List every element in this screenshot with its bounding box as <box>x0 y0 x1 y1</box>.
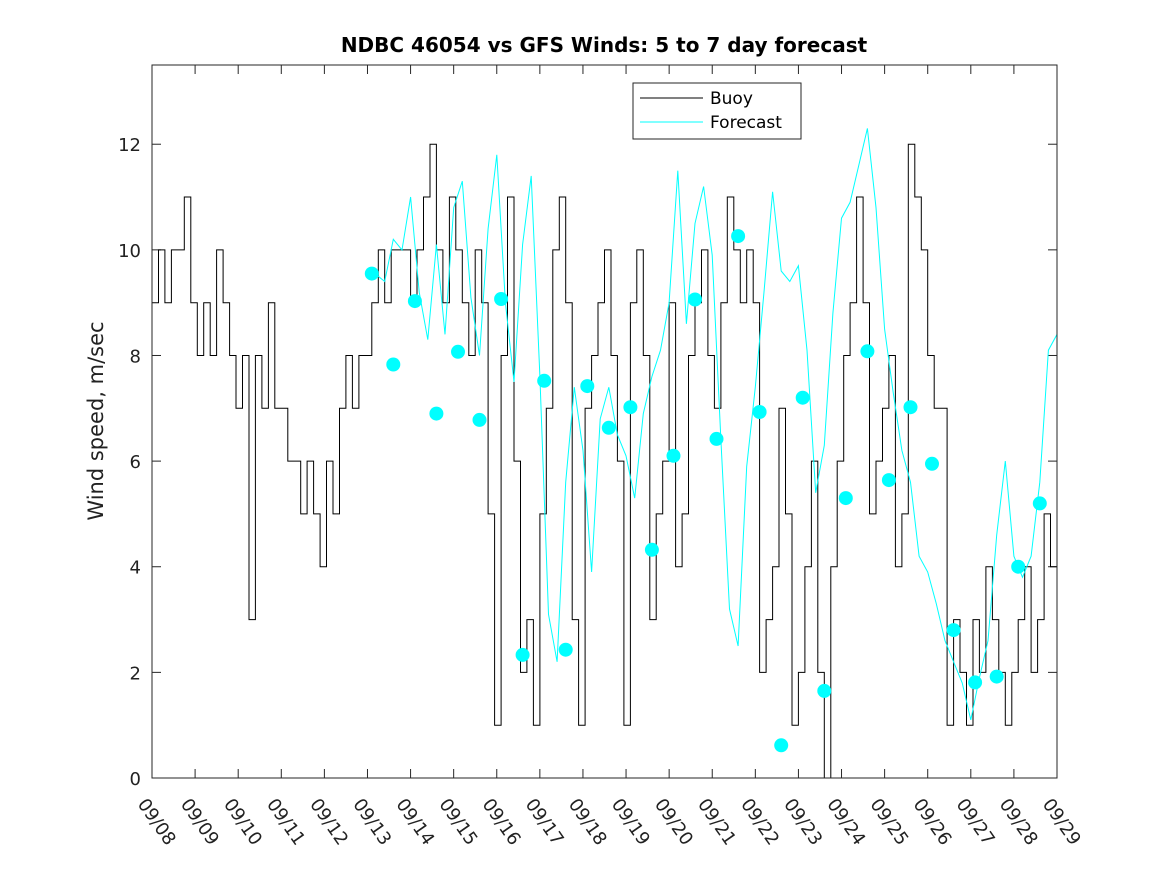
legend: Buoy Forecast <box>632 82 802 140</box>
forecast-point <box>644 542 659 557</box>
y-axis-label: Wind speed, m/sec <box>84 321 108 520</box>
series-buoy-line <box>152 143 1057 778</box>
forecast-point <box>989 669 1004 684</box>
forecast-point <box>709 431 724 446</box>
y-tick-label: 10 <box>118 241 141 262</box>
forecast-point <box>968 675 983 690</box>
y-tick-label: 12 <box>118 135 141 156</box>
forecast-point <box>537 373 552 388</box>
forecast-point <box>451 344 465 359</box>
forecast-point <box>515 647 530 662</box>
axes-box <box>151 64 1058 779</box>
y-tick-label: 0 <box>130 769 141 790</box>
forecast-point <box>601 420 616 435</box>
chart-title: NDBC 46054 vs GFS Winds: 5 to 7 day fore… <box>341 33 868 57</box>
forecast-point <box>1011 559 1026 574</box>
forecast-point <box>752 405 767 419</box>
forecast-point <box>925 456 939 471</box>
forecast-point <box>623 400 638 415</box>
forecast-point <box>407 294 422 309</box>
forecast-point <box>1032 496 1047 511</box>
forecast-point <box>386 357 401 372</box>
forecast-point <box>817 683 832 698</box>
forecast-point <box>881 473 896 488</box>
forecast-point <box>774 738 789 753</box>
y-tick-label: 4 <box>130 558 141 579</box>
forecast-point <box>946 623 961 638</box>
y-tick-label: 8 <box>130 346 141 367</box>
legend-forecast-label: Forecast <box>710 113 782 133</box>
forecast-point <box>364 266 379 281</box>
forecast-point <box>429 406 444 421</box>
y-tick-label: 2 <box>130 663 141 684</box>
forecast-point <box>580 379 595 394</box>
forecast-point <box>472 412 487 427</box>
forecast-point <box>494 292 509 306</box>
forecast-point <box>688 292 702 307</box>
legend-box <box>632 82 802 140</box>
forecast-point <box>731 229 746 244</box>
legend-buoy-label: Buoy <box>710 89 753 109</box>
forecast-point <box>558 642 573 657</box>
y-tick-label: 6 <box>130 452 141 473</box>
forecast-point <box>860 344 875 359</box>
forecast-point <box>795 390 810 405</box>
forecast-point <box>903 400 918 415</box>
series-forecast-line <box>371 128 1057 721</box>
forecast-point <box>666 448 681 463</box>
forecast-point <box>838 491 853 506</box>
